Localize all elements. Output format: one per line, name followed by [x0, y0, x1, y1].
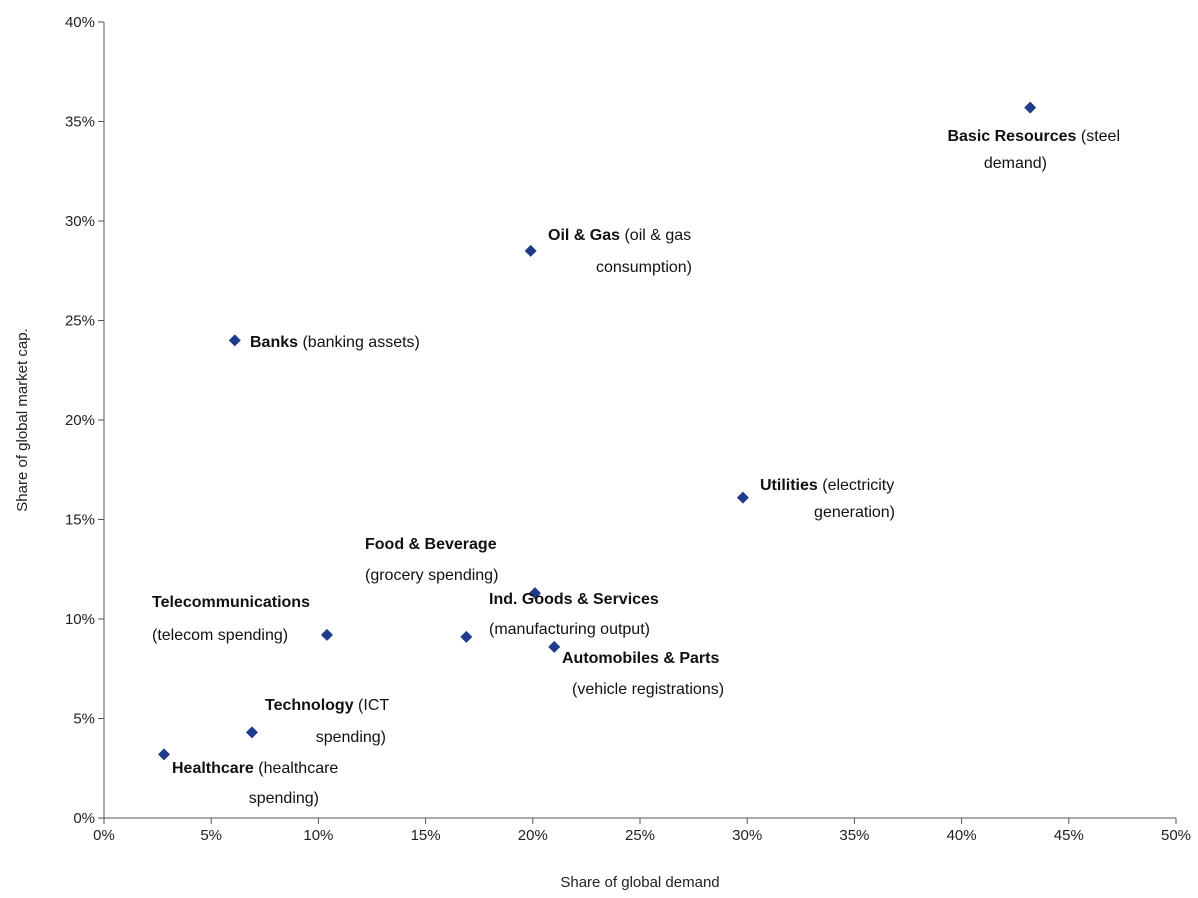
point-label: Ind. Goods & Services (manufacturing outp…	[489, 591, 659, 638]
point-label-line: consumption)	[596, 259, 692, 276]
point-label-line: demand)	[984, 155, 1047, 172]
y-tick-label: 0%	[73, 810, 95, 827]
point-label-note: (telecom spending)	[152, 627, 288, 644]
x-tick-label: 0%	[93, 827, 115, 844]
point-label: Automobiles & Parts (vehicle registration…	[562, 650, 724, 698]
point-label-note: (grocery spending)	[365, 567, 498, 584]
point-label-line: Healthcare (healthcare	[172, 760, 338, 777]
data-point	[158, 748, 171, 761]
point-label-line: spending)	[316, 729, 386, 746]
point-label: Utilities (electricity generation)	[760, 477, 895, 521]
y-tick-label: 40%	[65, 14, 95, 31]
x-tick-label: 50%	[1161, 827, 1191, 844]
data-point	[245, 726, 258, 739]
x-tick-label: 10%	[303, 827, 333, 844]
x-tick-label: 45%	[1054, 827, 1084, 844]
x-tick-label: 35%	[839, 827, 869, 844]
data-points	[158, 101, 1037, 761]
point-labels: Basic Resources (steel demand) Oil & Gas (…	[152, 128, 1120, 807]
point-label-sector: Telecommunications	[152, 594, 310, 611]
point-label-line: Technology (ICT	[265, 697, 389, 714]
point-label: Banks (banking assets)	[250, 334, 420, 351]
tick-labels: 0% 5% 10% 15% 20% 25% 30% 35% 40% 0% 5% 10% 15% 20% 25…	[65, 14, 1191, 844]
data-point	[524, 244, 537, 257]
y-tick-label: 35%	[65, 114, 95, 131]
point-label-note: (vehicle registrations)	[572, 681, 724, 698]
point-label-note: (manufacturing output)	[489, 621, 650, 638]
point-label: Basic Resources (steel demand)	[947, 128, 1120, 172]
data-point	[228, 334, 241, 347]
y-tick-label: 15%	[65, 512, 95, 529]
x-tick-label: 20%	[518, 827, 548, 844]
point-label: Food & Beverage (grocery spending)	[365, 536, 498, 584]
y-tick-label: 5%	[73, 711, 95, 728]
x-tick-label: 25%	[625, 827, 655, 844]
data-point	[528, 587, 541, 600]
data-point	[1024, 101, 1037, 114]
point-label-line: spending)	[249, 790, 319, 807]
x-tick-label: 15%	[411, 827, 441, 844]
x-tick-label: 30%	[732, 827, 762, 844]
point-label-line: Oil & Gas (oil & gas	[548, 227, 691, 244]
data-point	[460, 630, 473, 643]
x-axis-title: Share of global demand	[560, 874, 719, 891]
point-label-line: Utilities (electricity	[760, 477, 894, 494]
y-axis-title: Share of global market cap.	[14, 328, 31, 511]
y-tick-label: 25%	[65, 313, 95, 330]
point-label-line: generation)	[814, 504, 895, 521]
point-label-sector: Food & Beverage	[365, 536, 497, 553]
data-point	[736, 491, 749, 504]
point-label: Telecommunications (telecom spending)	[152, 594, 310, 644]
point-label-sector: Automobiles & Parts	[562, 650, 719, 667]
data-point	[320, 628, 333, 641]
y-tick-label: 10%	[65, 611, 95, 628]
point-label-line: Banks (banking assets)	[250, 334, 420, 351]
point-label: Technology (ICT spending)	[265, 697, 389, 746]
point-label: Healthcare (healthcare spending)	[172, 760, 338, 807]
axes	[98, 21, 1177, 824]
y-tick-label: 30%	[65, 213, 95, 230]
point-label-line: Basic Resources (steel	[947, 128, 1120, 145]
point-label: Oil & Gas (oil & gas consumption)	[548, 227, 692, 276]
data-point	[548, 640, 561, 653]
point-label-sector: Ind. Goods & Services	[489, 591, 659, 608]
x-tick-label: 5%	[200, 827, 222, 844]
y-tick-label: 20%	[65, 412, 95, 429]
x-tick-label: 40%	[947, 827, 977, 844]
